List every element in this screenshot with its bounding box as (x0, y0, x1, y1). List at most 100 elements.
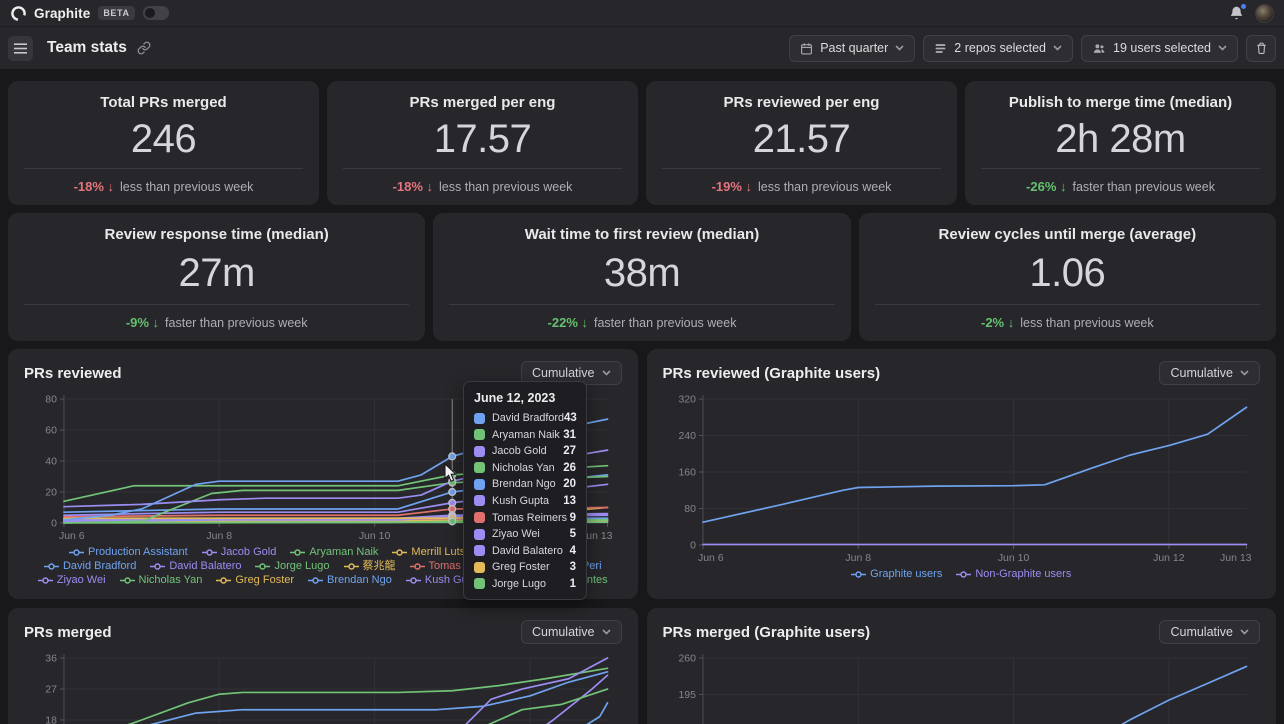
legend-item[interactable]: 蔡兆龍 (343, 560, 396, 573)
svg-text:195: 195 (678, 690, 696, 701)
prs-reviewed-graphite-chart-canvas[interactable]: 0 80 160 240 320 Jun 6 Jun 8 Jun 10 Jun 12 Jun 13 (663, 391, 1261, 565)
legend-item[interactable]: Graphite users (851, 568, 942, 581)
svg-text:Jun 6: Jun 6 (697, 553, 723, 564)
metric-note: less than previous week (758, 179, 892, 194)
legend-item[interactable]: Merrill Lutsky (392, 546, 476, 559)
svg-text:Jun 10: Jun 10 (359, 531, 391, 542)
tooltip-row: Aryaman Naik 31 (474, 429, 576, 441)
tooltip-rows: David Bradford 43 Aryaman Naik 31 Jacob Gold… (474, 412, 577, 590)
chart-title: PRs reviewed (Graphite users) (662, 364, 881, 382)
tooltip-name: Jacob Gold (492, 445, 547, 458)
aggregation-select[interactable]: Cumulative (1159, 361, 1260, 385)
aggregation-select[interactable]: Cumulative (520, 620, 622, 644)
metric-card: Review cycles until merge (average) 1.06 -… (858, 213, 1276, 341)
tooltip-name: Tomas Reimers (492, 511, 567, 524)
metric-value: 27m (178, 251, 256, 295)
svg-text:20: 20 (45, 487, 57, 498)
tooltip-swatch (474, 545, 485, 557)
tooltip-swatch (474, 445, 485, 457)
svg-text:80: 80 (45, 395, 57, 406)
metric-note: faster than previous week (1072, 179, 1215, 194)
repo-icon (935, 43, 946, 53)
metric-delta: -9% ↓ (125, 315, 160, 330)
chart-legend: Graphite users Non-Graphite users (663, 568, 1261, 581)
tooltip-swatch (474, 578, 485, 590)
metric-note: less than previous week (439, 179, 573, 194)
user-avatar[interactable] (1255, 3, 1274, 23)
delete-dashboard-button[interactable] (1246, 34, 1276, 62)
tooltip-swatch (474, 478, 485, 490)
metric-divider (662, 168, 941, 169)
tooltip-row: Jorge Lugo 1 (474, 578, 576, 590)
tooltip-value: 3 (569, 561, 576, 574)
metric-card: PRs reviewed per eng 21.57 -19% ↓ less than… (646, 81, 957, 205)
svg-text:60: 60 (45, 426, 57, 437)
aggregation-select[interactable]: Cumulative (1159, 620, 1260, 644)
tooltip-swatch (474, 495, 485, 507)
tooltip-swatch (474, 462, 485, 474)
metric-value: 17.57 (433, 117, 532, 161)
chevron-down-icon (1053, 45, 1062, 51)
svg-text:260: 260 (678, 654, 696, 665)
tooltip-value: 26 (563, 461, 576, 474)
chevron-down-icon (895, 45, 904, 51)
metric-note: faster than previous week (165, 315, 308, 330)
charts-grid: PRs reviewed Cumulative 0 20 40 60 80 Jun 6 Ju… (8, 349, 1276, 724)
legend-item[interactable]: David Bradford (43, 560, 136, 573)
tooltip-row: David Bradford 43 (474, 412, 577, 424)
svg-text:80: 80 (684, 504, 696, 515)
metric-divider (24, 168, 303, 169)
metric-value: 2h 28m (1055, 117, 1186, 161)
metric-delta-note: -2% ↓ less than previous week (981, 315, 1154, 330)
tooltip-value: 13 (563, 494, 576, 507)
copy-link-icon[interactable] (137, 41, 151, 55)
tooltip-swatch (474, 561, 485, 573)
svg-text:0: 0 (690, 540, 696, 551)
dashboard-content: Total PRs merged 246 -18% ↓ less than previ… (0, 69, 1284, 724)
tooltip-swatch (474, 412, 485, 424)
top-bar: Graphite BETA (0, 0, 1284, 27)
metric-delta-note: -18% ↓ less than previous week (74, 179, 254, 194)
tooltip-value: 4 (569, 544, 576, 557)
tooltip-name: Nicholas Yan (492, 461, 555, 474)
tooltip-swatch (474, 512, 485, 524)
legend-item[interactable]: Brendan Ngo (308, 574, 392, 587)
legend-item[interactable]: Jorge Lugo (255, 560, 330, 573)
tooltip-name: Kush Gupta (492, 494, 550, 507)
tooltip-name: Jorge Lugo (492, 577, 547, 590)
notifications-bell-icon[interactable] (1229, 4, 1246, 21)
beta-toggle[interactable] (142, 6, 169, 20)
svg-text:160: 160 (678, 468, 696, 479)
legend-item[interactable]: Production Assistant (69, 546, 188, 559)
tooltip-name: David Bradford (492, 412, 565, 424)
chart-title: PRs reviewed (24, 364, 122, 382)
legend-item[interactable]: Non-Graphite users (956, 568, 1071, 581)
users-filter[interactable]: 19 users selected (1081, 34, 1238, 62)
metric-value: 1.06 (1029, 251, 1106, 295)
metric-value: 38m (603, 251, 681, 295)
date-range-filter[interactable]: Past quarter (789, 34, 916, 62)
repos-filter[interactable]: 2 repos selected (923, 34, 1074, 62)
metric-title: Wait time to first review (median) (524, 226, 760, 243)
metric-delta: -22% ↓ (547, 315, 588, 330)
legend-item[interactable]: David Balatero (150, 560, 241, 573)
legend-item[interactable]: Nicholas Yan (119, 574, 202, 587)
chevron-down-icon (601, 370, 611, 376)
metric-divider (24, 304, 410, 305)
metric-delta-note: -26% ↓ faster than previous week (1026, 179, 1215, 194)
metric-card: Review response time (median) 27m -9% ↓ fas… (8, 213, 426, 341)
legend-item[interactable]: Aryaman Naik (290, 546, 378, 559)
legend-item[interactable]: Ziyao Wei (37, 574, 106, 587)
legend-item[interactable]: Greg Foster (216, 574, 294, 587)
metric-divider (981, 168, 1260, 169)
chart-title: PRs merged (24, 623, 112, 641)
chart-card-prs-reviewed: PRs reviewed Cumulative 0 20 40 60 80 Jun 6 Ju… (8, 349, 638, 600)
tooltip-row: Greg Foster 3 (474, 561, 576, 573)
legend-item[interactable]: Jacob Gold (201, 546, 276, 559)
tooltip-swatch (474, 429, 485, 441)
chevron-down-icon (1240, 629, 1249, 635)
menu-button[interactable] (8, 35, 33, 61)
